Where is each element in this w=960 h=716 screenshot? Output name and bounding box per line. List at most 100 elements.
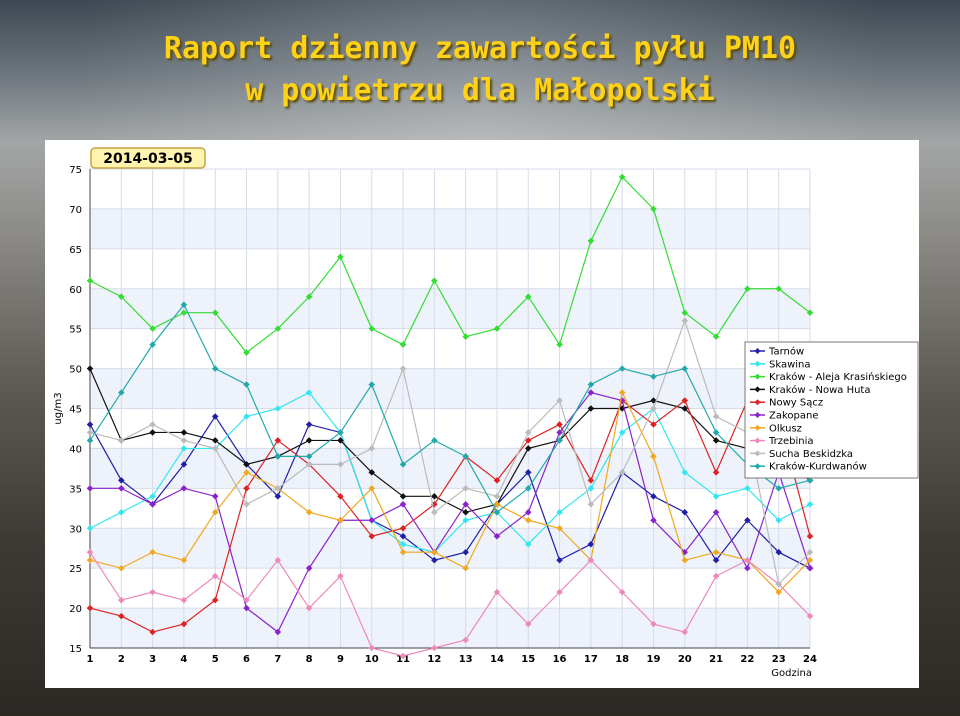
data-point bbox=[618, 588, 626, 596]
data-point bbox=[556, 588, 563, 596]
x-tick-label: 1 bbox=[87, 654, 94, 665]
title-line-1: Raport dzienny zawartości pyłu PM10 bbox=[163, 31, 797, 66]
series-group bbox=[86, 173, 814, 660]
x-tick-label: 21 bbox=[709, 654, 723, 665]
data-point bbox=[117, 508, 125, 516]
plot-band bbox=[90, 368, 810, 409]
legend-label: Sucha Beskidzka bbox=[769, 449, 853, 460]
plot-background-bands bbox=[90, 169, 810, 648]
legend-swatch-marker bbox=[754, 463, 761, 470]
data-point bbox=[462, 500, 470, 508]
legend-label: Kraków - Aleja Krasińskiego bbox=[769, 371, 907, 383]
data-point bbox=[211, 413, 219, 420]
data-point bbox=[368, 325, 376, 333]
data-point bbox=[462, 453, 470, 460]
data-point bbox=[117, 564, 125, 572]
data-point bbox=[117, 612, 125, 620]
data-point bbox=[86, 437, 94, 444]
date-label: 2014-03-05 bbox=[103, 151, 193, 167]
data-point bbox=[650, 397, 657, 404]
data-point bbox=[806, 476, 814, 484]
plot-band bbox=[90, 248, 810, 289]
y-tick-label: 30 bbox=[69, 524, 82, 535]
legend-item: Zakopane bbox=[750, 411, 819, 422]
x-tick-label: 17 bbox=[584, 654, 598, 665]
legend-swatch-marker bbox=[754, 437, 761, 444]
plot-band bbox=[90, 208, 810, 249]
data-point bbox=[211, 596, 219, 604]
data-point bbox=[681, 317, 689, 325]
data-point bbox=[180, 484, 188, 492]
data-point bbox=[462, 516, 470, 524]
data-point bbox=[211, 309, 219, 317]
data-point bbox=[368, 445, 376, 452]
series-line bbox=[89, 318, 811, 586]
data-point bbox=[180, 429, 188, 436]
data-point bbox=[650, 453, 657, 460]
data-point bbox=[650, 492, 657, 500]
series-10 bbox=[86, 301, 814, 516]
data-point bbox=[274, 453, 282, 460]
data-point bbox=[775, 516, 783, 524]
x-tick-label: 13 bbox=[459, 654, 473, 665]
x-tick-label: 2 bbox=[118, 654, 125, 665]
data-point bbox=[180, 437, 188, 444]
data-point bbox=[493, 500, 501, 508]
data-point bbox=[556, 397, 563, 404]
data-point bbox=[149, 492, 156, 500]
data-point bbox=[462, 548, 470, 556]
data-point bbox=[775, 285, 783, 293]
data-point bbox=[681, 309, 689, 317]
data-point bbox=[650, 205, 657, 213]
data-point bbox=[775, 588, 783, 596]
legend-item: Nowy Sącz bbox=[750, 398, 823, 409]
data-point bbox=[681, 508, 689, 516]
data-point bbox=[180, 596, 188, 604]
legend-swatch-marker bbox=[754, 412, 761, 418]
legend-box bbox=[744, 341, 919, 479]
data-point bbox=[744, 285, 751, 293]
data-point bbox=[775, 580, 783, 588]
legend-label: Trzebinia bbox=[768, 436, 814, 447]
x-tick-label: 23 bbox=[772, 654, 786, 665]
y-tick-label: 40 bbox=[69, 444, 82, 455]
data-point bbox=[399, 548, 407, 556]
data-point bbox=[806, 548, 814, 556]
data-point bbox=[681, 628, 689, 636]
y-tick-label: 20 bbox=[69, 604, 82, 615]
data-point bbox=[587, 500, 595, 508]
series-line bbox=[89, 303, 811, 514]
data-point bbox=[211, 572, 219, 580]
data-point bbox=[243, 484, 250, 492]
legend-label: Nowy Sącz bbox=[769, 398, 823, 409]
data-point bbox=[712, 469, 720, 476]
x-tick-label: 14 bbox=[490, 654, 504, 665]
series-9 bbox=[86, 317, 814, 588]
data-point bbox=[806, 612, 814, 620]
data-point bbox=[775, 548, 783, 556]
x-tick-label: 24 bbox=[803, 654, 817, 665]
series-3 bbox=[86, 173, 814, 356]
data-point bbox=[650, 620, 657, 628]
series-line bbox=[90, 391, 811, 633]
data-point bbox=[806, 500, 814, 508]
series-line bbox=[89, 175, 811, 354]
data-point bbox=[430, 644, 438, 652]
data-point bbox=[681, 469, 689, 476]
data-point bbox=[86, 524, 94, 532]
data-point bbox=[712, 333, 720, 341]
data-point bbox=[806, 532, 814, 540]
x-tick-label: 11 bbox=[396, 654, 410, 665]
data-point bbox=[430, 508, 438, 516]
legend-swatch-marker bbox=[754, 424, 761, 431]
title-line-2: w powietrzu dla Małopolski bbox=[245, 73, 715, 108]
data-point bbox=[775, 484, 783, 492]
data-point bbox=[337, 572, 344, 580]
page-title: Raport dzienny zawartości pyłu PM10 w po… bbox=[0, 28, 960, 112]
data-point bbox=[712, 413, 720, 420]
data-point bbox=[430, 437, 438, 444]
plot-band bbox=[90, 408, 810, 449]
data-point bbox=[524, 429, 532, 436]
plot-band bbox=[90, 169, 810, 209]
